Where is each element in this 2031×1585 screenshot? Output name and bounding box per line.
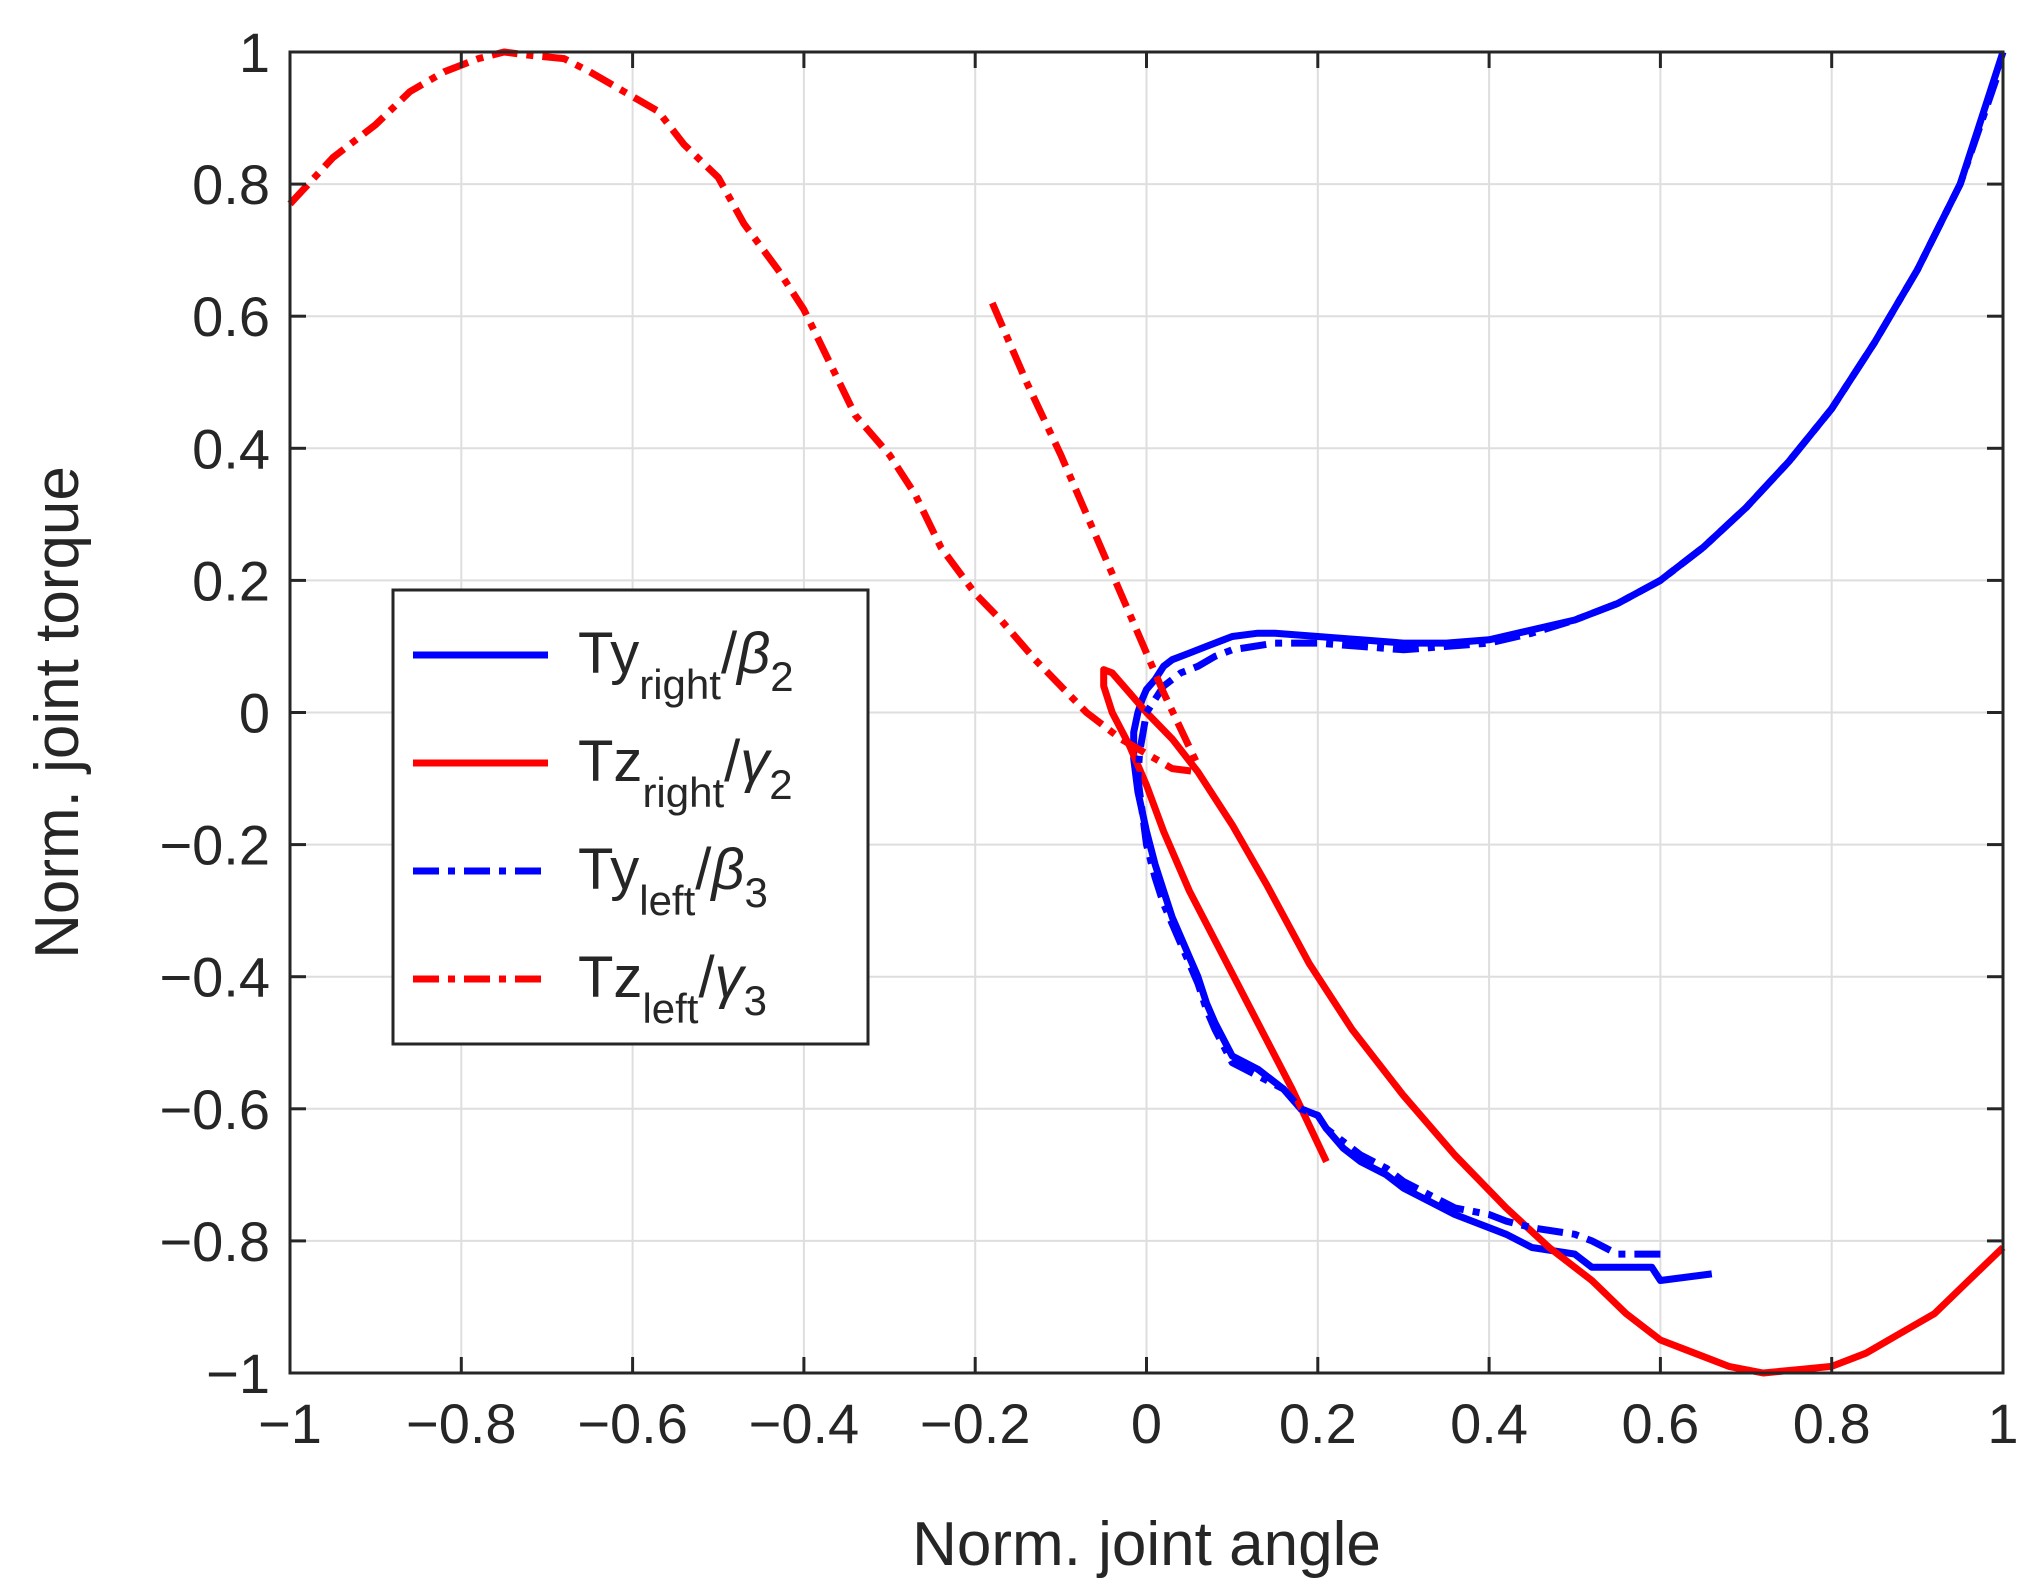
legend-label-greek: γ (715, 945, 747, 1010)
legend-label-subscript: left (639, 877, 695, 924)
legend-label-greek-subscript: 3 (744, 977, 767, 1024)
y-tick-label: −0.6 (159, 1078, 270, 1141)
y-axis-ticks: −1 −0.8 −0.6 −0.4 −0.2 0 0.2 0.4 0.6 0.8 1 (159, 21, 270, 1405)
legend-label-base: Tz (578, 729, 642, 794)
legend-label-base: Tz (578, 945, 642, 1010)
y-tick-label: −0.4 (159, 946, 270, 1009)
legend-label-greek-subscript: 3 (745, 869, 768, 916)
series-layer (287, 48, 2007, 1377)
legend-label-separator: / (721, 621, 738, 686)
legend-label-greek: β (735, 621, 770, 686)
y-tick-label: 0 (239, 682, 270, 745)
x-tick-label: 0.2 (1279, 1392, 1357, 1455)
legend-label-greek-subscript: 2 (770, 653, 793, 700)
y-tick-label: 0.2 (192, 549, 270, 612)
legend-label-base: Ty (578, 621, 639, 686)
legend-label: Tyleft/β3 (578, 837, 768, 924)
x-tick-label: −1 (258, 1392, 322, 1455)
legend-label-separator: / (698, 945, 715, 1010)
legend-label: Tzright/γ2 (578, 729, 793, 816)
x-tick-label: −0.4 (749, 1392, 860, 1455)
legend-label: Tyright/β2 (578, 621, 794, 708)
y-tick-label: −0.2 (159, 814, 270, 877)
legend-label-subscript: right (642, 769, 724, 816)
x-tick-label: 0.8 (1793, 1392, 1871, 1455)
legend-label-greek: γ (740, 729, 772, 794)
axes-box (288, 50, 2005, 1375)
series-line-1 (1100, 666, 2006, 1377)
series-line-2 (1134, 70, 2003, 1258)
x-axis-ticks: −1 −0.8 −0.6 −0.4 −0.2 0 0.2 0.4 0.6 0.8 1 (258, 1392, 2019, 1455)
legend-label-greek: β (709, 837, 744, 902)
y-tick-label: −0.8 (159, 1210, 270, 1273)
x-tick-label: −0.8 (406, 1392, 517, 1455)
x-tick-label: 0.4 (1450, 1392, 1528, 1455)
y-tick-label: 0.8 (192, 153, 270, 216)
legend-label-base: Ty (578, 837, 639, 902)
series-line-3 (287, 48, 1199, 776)
y-tick-label: 0.4 (192, 417, 270, 480)
x-axis-label: Norm. joint angle (912, 1510, 1381, 1579)
x-tick-label: 0.6 (1621, 1392, 1699, 1455)
y-tick-label: −1 (206, 1342, 270, 1405)
y-tick-label: 0.6 (192, 285, 270, 348)
legend-label-separator: / (724, 729, 741, 794)
legend-label-subscript: right (639, 661, 721, 708)
legend-label-separator: / (695, 837, 712, 902)
y-tick-label: 1 (239, 21, 270, 84)
y-axis-label: Norm. joint torque (23, 466, 92, 959)
legend-label-greek-subscript: 2 (769, 761, 792, 808)
series-line-4 (989, 301, 1202, 767)
x-tick-label: −0.6 (577, 1392, 688, 1455)
x-tick-label: −0.2 (920, 1392, 1031, 1455)
legend-label: Tzleft/γ3 (578, 945, 767, 1032)
x-tick-label: 1 (1987, 1392, 2018, 1455)
legend-label-subscript: left (642, 985, 698, 1032)
x-tick-label: 0 (1131, 1392, 1162, 1455)
legend-box (391, 588, 870, 1046)
